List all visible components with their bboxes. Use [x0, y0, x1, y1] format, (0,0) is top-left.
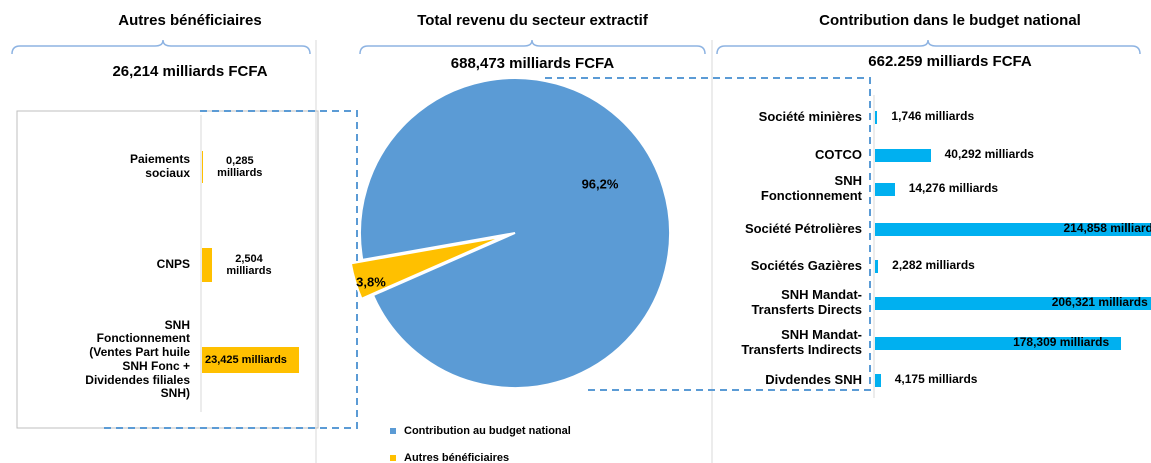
- connector: [545, 77, 871, 391]
- bar: [875, 259, 879, 273]
- category-label: Sociétés Gazières: [750, 257, 862, 273]
- bar: [875, 182, 895, 196]
- category-label: Société Pétrolières: [744, 220, 862, 236]
- bar: [875, 110, 878, 124]
- slice-label: 3,8%: [356, 274, 386, 289]
- legend-label: Autres bénéficiaires: [404, 452, 509, 463]
- legend-swatch: [390, 455, 396, 461]
- value-label: 2,282 milliards: [892, 258, 975, 272]
- legend-label: Contribution au budget national: [404, 425, 571, 437]
- value-label: 214,858 milliards: [1063, 221, 1151, 235]
- category-label: SNH Fonctionnement (Ventes Part huile SN…: [85, 317, 190, 401]
- value-label: 4,175 milliards: [894, 372, 978, 386]
- value-label: 40,292 milliards: [944, 147, 1034, 161]
- category-label: SNH Mandat- Transferts Indirects: [741, 327, 862, 357]
- slice-label: 96,2%: [582, 176, 619, 191]
- category-label: COTCO: [815, 146, 862, 162]
- value-label: 1,746 milliards: [891, 109, 975, 123]
- legend-swatch: [390, 428, 396, 434]
- value-label: 178,309 milliards: [1013, 335, 1110, 349]
- panel-subtitle: 688,473 milliards FCFA: [450, 55, 615, 72]
- panel-title: Total revenu du secteur extractif: [417, 12, 648, 29]
- bar: [875, 148, 931, 162]
- brace: [359, 39, 706, 55]
- bar: [875, 373, 881, 387]
- bar: [875, 296, 1151, 310]
- bar: [875, 222, 1151, 236]
- value-label: 206,321 milliards: [1051, 295, 1148, 309]
- bar: [202, 347, 299, 373]
- category-label: Société minières: [758, 108, 862, 124]
- value-label: 0,285 milliards: [217, 154, 263, 180]
- bar: [202, 151, 204, 183]
- pie-slice: [359, 77, 671, 389]
- value-label: 14,276 milliards: [908, 181, 999, 195]
- panel-subtitle: 662.259 milliards FCFA: [868, 53, 1032, 70]
- panel-title: Contribution dans le budget national: [819, 12, 1081, 29]
- brace: [716, 39, 1141, 55]
- value-label: 2,504 milliards: [226, 252, 272, 278]
- category-label: Paiements sociaux: [129, 152, 190, 180]
- category-label: SNH Fonctionnement: [760, 173, 862, 203]
- brace: [11, 39, 311, 55]
- pie-slice: [349, 235, 504, 301]
- panel-title: Autres bénéficiaires: [118, 12, 262, 29]
- category-label: SNH Mandat- Transferts Directs: [751, 287, 862, 317]
- panel-subtitle: 26,214 milliards FCFA: [112, 63, 268, 80]
- bar: [875, 336, 1122, 350]
- value-label: 23,425 milliards: [204, 353, 287, 366]
- category-label: CNPS: [156, 257, 190, 271]
- bar: [202, 248, 213, 282]
- category-label: Divdendes SNH: [765, 371, 862, 387]
